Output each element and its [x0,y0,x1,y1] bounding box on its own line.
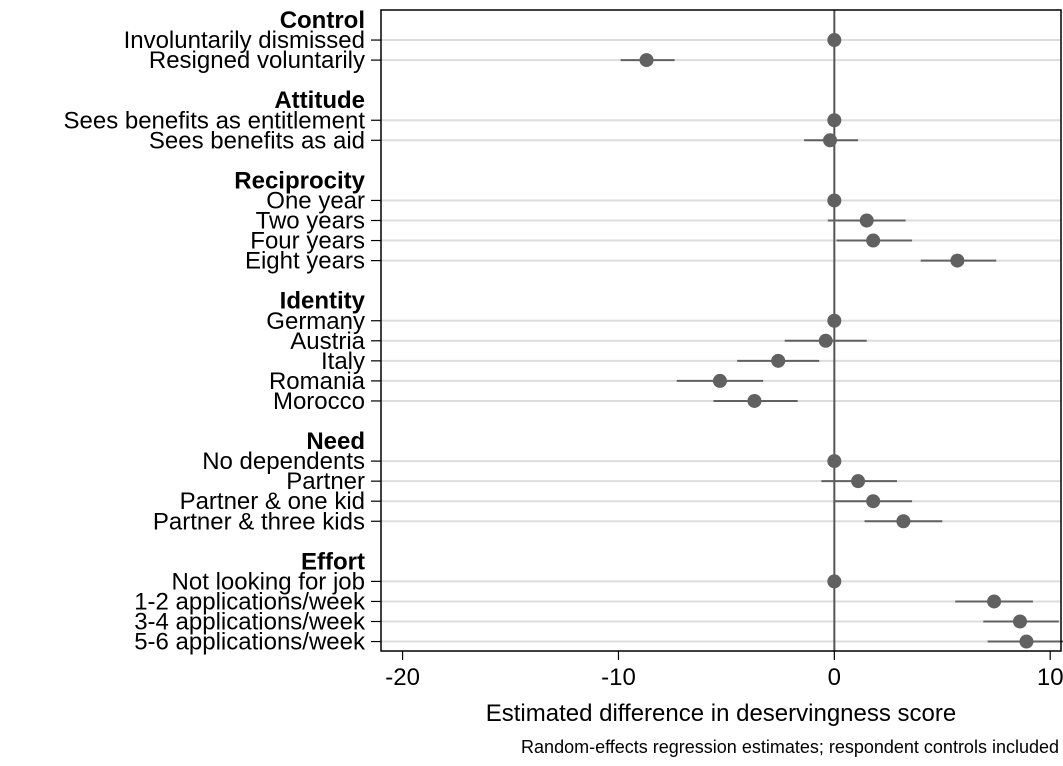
group-label: Need [306,428,365,455]
row-label: Germany [266,308,365,335]
estimate-point [639,53,654,68]
row-label: 5-6 applications/week [134,629,366,656]
estimate-point [896,514,911,529]
chart-note: Random-effects regression estimates; res… [521,737,1059,757]
row-label: 1-2 applications/week [134,588,366,615]
estimate-point [818,333,833,348]
group-label: Attitude [274,87,365,114]
row-label: Four years [250,228,365,255]
estimate-point [1012,614,1027,629]
row-label: Resigned voluntarily [149,47,365,74]
row-label: Involuntarily dismissed [124,27,365,54]
row-label: Eight years [245,248,365,275]
estimate-point [827,33,842,48]
estimate-point [827,113,842,128]
group-label: Identity [280,288,366,315]
estimate-point [771,353,786,368]
row-label: Morocco [273,388,365,415]
row-label: 3-4 applications/week [134,609,366,636]
estimate-point [827,454,842,469]
row-label: Sees benefits as entitlement [63,107,365,134]
row-label: Austria [290,328,365,355]
plot-frame [380,9,1062,652]
row-label: One year [266,187,365,214]
group-label: Control [280,7,365,34]
row-label: Partner & three kids [153,508,365,535]
grid-layer [381,39,1061,643]
x-tick-label: 0 [828,664,841,691]
estimate-point [827,574,842,589]
row-label: Romania [269,368,366,395]
row-label: Partner [286,468,365,495]
group-label: Reciprocity [234,167,365,194]
estimate-point [712,373,727,388]
ci-layer [620,59,1063,643]
estimate-point [950,253,965,268]
estimate-point [851,474,866,489]
row-label: Sees benefits as aid [149,127,365,154]
row-label: Italy [321,348,365,375]
row-label: No dependents [202,448,365,475]
row-label: Partner & one kid [180,488,365,515]
row-label: Not looking for job [172,568,365,595]
x-tick-label: -10 [601,664,636,691]
estimate-point [1019,634,1034,649]
row-label: Two years [256,208,365,235]
estimate-point [823,133,838,148]
estimate-point [866,233,881,248]
estimate-point [827,193,842,208]
estimate-point [987,594,1002,609]
estimate-point [859,213,874,228]
x-axis-title: Estimated difference in deservingness sc… [486,700,956,727]
point-layer [639,33,1034,649]
group-label: Effort [301,548,365,575]
x-tick-label: 10 [1037,664,1063,691]
x-axis: -20 -10 0 10 [371,39,1063,691]
estimate-point [747,393,762,408]
x-tick-label: -20 [385,664,420,691]
estimate-point [866,494,881,509]
estimate-point [827,313,842,328]
